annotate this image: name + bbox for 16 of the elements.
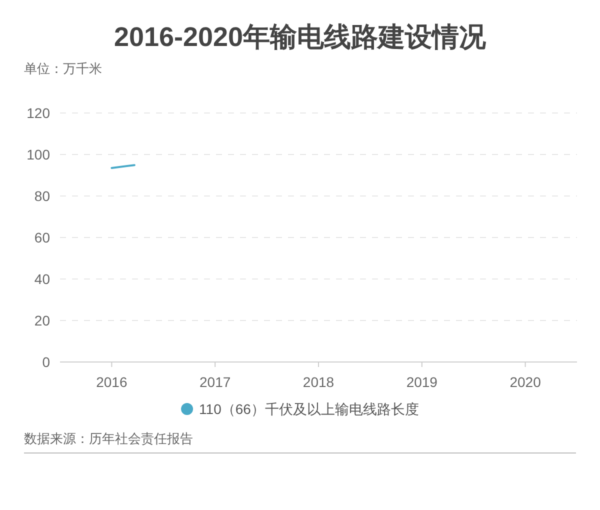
x-tick-label: 2018	[302, 374, 334, 390]
x-tick-label: 2017	[200, 374, 231, 390]
legend-label: 110（66）千伏及以上输电线路长度	[199, 401, 419, 417]
x-tick-label: 2016	[96, 374, 128, 390]
y-tick-label: 20	[34, 312, 50, 328]
source-note: 数据来源：历年社会责任报告	[24, 431, 193, 446]
y-tick-label: 0	[42, 354, 50, 370]
y-tick-label: 40	[34, 271, 50, 287]
x-tick-label: 2019	[406, 374, 438, 390]
y-tick-label: 100	[26, 146, 50, 162]
chart-title: 2016-2020年输电线路建设情况	[114, 22, 488, 52]
y-tick-label: 60	[34, 230, 50, 246]
y-tick-label: 120	[26, 105, 50, 121]
y-tick-label: 80	[34, 188, 50, 204]
y-axis-title: 单位：万千米	[24, 61, 102, 76]
x-tick-label: 2020	[510, 374, 542, 390]
